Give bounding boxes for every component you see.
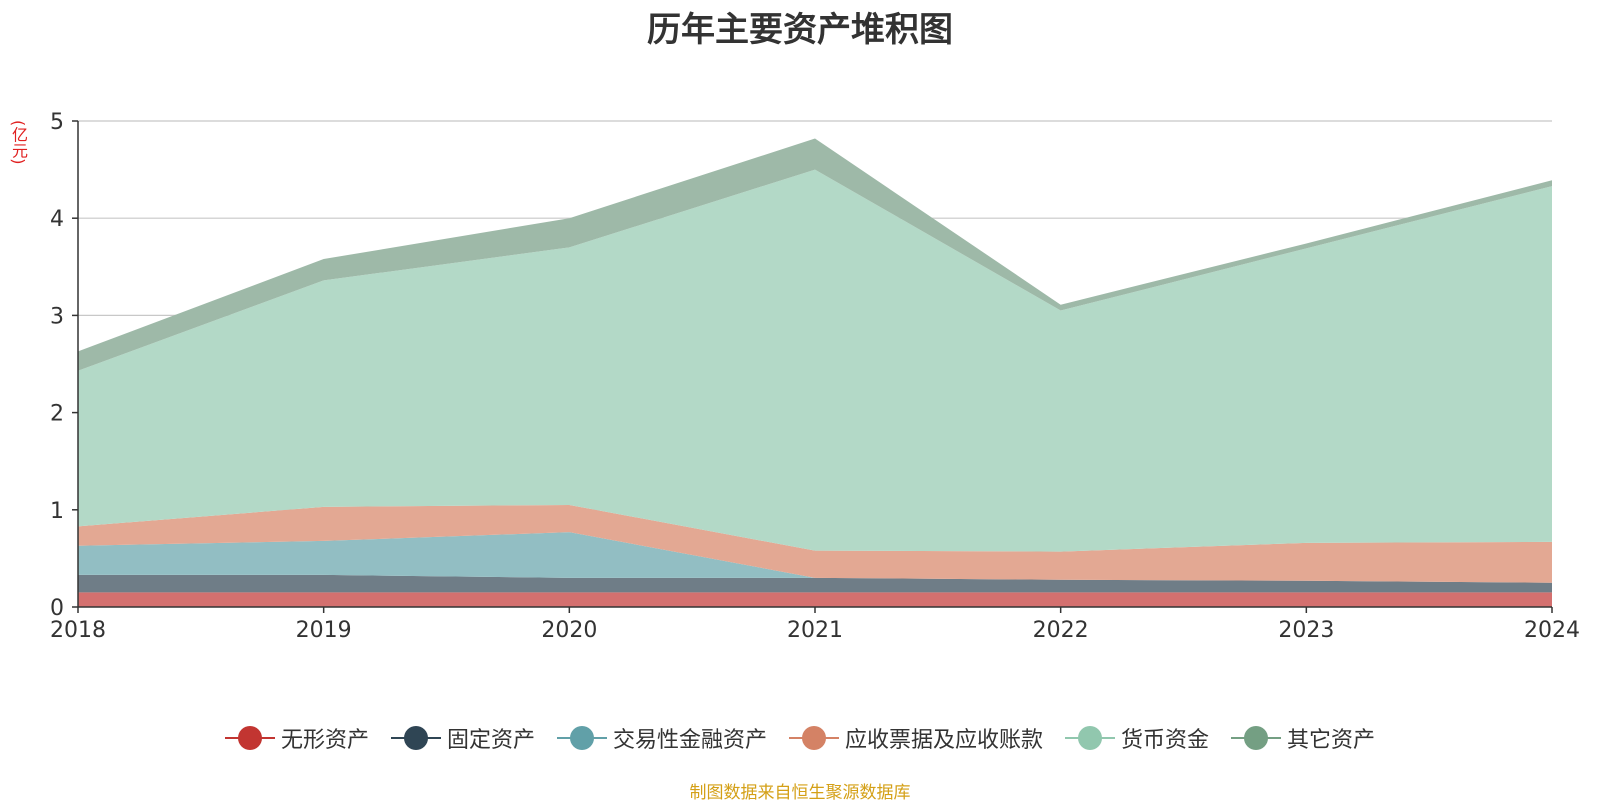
area-series: [78, 169, 1552, 552]
legend-marker-icon: [390, 726, 441, 750]
legend-marker-icon: [1231, 726, 1282, 750]
y-tick-label: 4: [50, 207, 64, 232]
legend-item-fixed-assets[interactable]: 固定资产: [390, 722, 535, 754]
legend-item-monetary-funds[interactable]: 货币资金: [1065, 722, 1209, 754]
y-tick-label: 2: [50, 402, 64, 427]
legend-item-other-assets[interactable]: 其它资产: [1231, 722, 1375, 754]
stacked-area-chart: 0 1 2 3 4 5 2018 2019 2020 2021 2022 2023 2024: [50, 110, 1580, 643]
legend-label: 无形资产: [280, 728, 369, 753]
y-tick-label: 3: [50, 304, 64, 329]
legend-item-intangible-assets[interactable]: 无形资产: [224, 722, 369, 754]
legend-label: 货币资金: [1121, 728, 1210, 753]
area-series: [78, 138, 1552, 371]
data-source-note: 制图数据来自恒生聚源数据库: [689, 783, 911, 803]
y-tick-label: 5: [50, 110, 64, 135]
area-series: [78, 532, 1552, 583]
legend-marker-icon: [556, 726, 607, 750]
x-tick-label: 2020: [541, 618, 597, 643]
area-series: [78, 592, 1552, 607]
x-tick-label: 2024: [1524, 618, 1580, 643]
legend-marker-icon: [789, 726, 839, 750]
legend-item-receivables[interactable]: 应收票据及应收账款: [789, 722, 1043, 754]
legend-label: 其它资产: [1287, 728, 1376, 753]
chart-title: 历年主要资产堆积图: [647, 10, 953, 50]
x-tick-label: 2023: [1278, 618, 1334, 643]
y-axis-unit-label: (亿元): [9, 120, 28, 165]
x-tick-label: 2022: [1033, 618, 1089, 643]
legend-label: 应收票据及应收账款: [845, 728, 1044, 753]
x-tick-label: 2018: [50, 618, 106, 643]
y-tick-label: 1: [50, 499, 64, 524]
area-series: [78, 504, 1552, 583]
area-series: [78, 574, 1552, 593]
legend-marker-icon: [1065, 726, 1116, 750]
chart-legend: 无形资产 固定资产 交易性金融资产 应收票据及应收账款 货币资金 其它资产: [0, 720, 1600, 756]
legend-marker-icon: [224, 726, 275, 750]
x-tick-label: 2019: [296, 618, 352, 643]
legend-label: 固定资产: [446, 728, 535, 753]
legend-label: 交易性金融资产: [612, 728, 767, 753]
legend-item-trading-financial-assets[interactable]: 交易性金融资产: [556, 722, 767, 754]
y-tick-label: 0: [50, 596, 64, 621]
x-tick-label: 2021: [787, 618, 843, 643]
